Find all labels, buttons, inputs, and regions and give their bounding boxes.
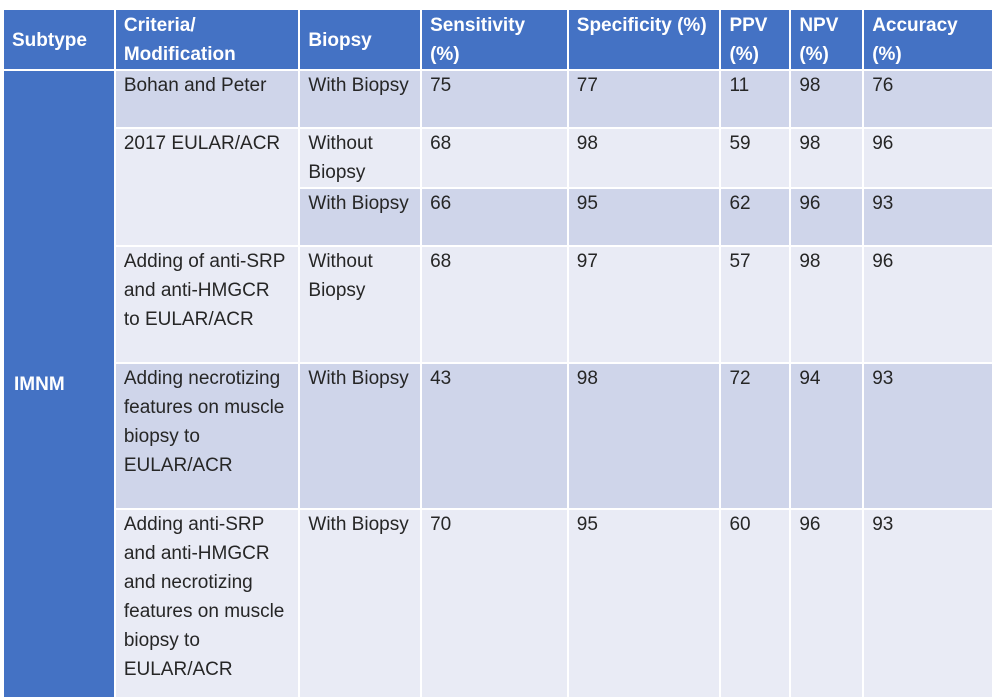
- accuracy-cell: 93: [862, 187, 994, 247]
- npv-cell: 98: [789, 69, 865, 129]
- accuracy-cell: 96: [862, 245, 994, 364]
- ppv-cell: 59: [719, 127, 792, 189]
- sensitivity-cell: 66: [420, 187, 569, 247]
- sensitivity-cell: 70: [420, 508, 569, 699]
- criteria-table: Subtype Criteria/ Modification Biopsy Se…: [2, 8, 994, 699]
- ppv-cell: 11: [719, 69, 792, 129]
- npv-cell: 98: [789, 245, 865, 364]
- ppv-cell: 60: [719, 508, 792, 699]
- header-accuracy: Accuracy (%): [862, 8, 994, 71]
- table-row: 2017 EULAR/ACR Without Biopsy 68 98 59 9…: [3, 127, 994, 247]
- table-row: Adding anti-SRP and anti-HMGCR and necro…: [3, 508, 994, 699]
- header-specificity: Specificity (%): [566, 8, 722, 71]
- table-row: With Biopsy 66 95 62 96 93: [3, 187, 994, 247]
- table-row: Adding necrotizing features on muscle bi…: [3, 362, 994, 510]
- accuracy-cell: 93: [862, 508, 994, 699]
- criteria-cell: 2017 EULAR/ACR: [113, 127, 301, 247]
- accuracy-cell: 93: [862, 362, 994, 510]
- npv-cell: 96: [789, 508, 865, 699]
- specificity-cell: 77: [566, 69, 722, 129]
- header-subtype: Subtype: [2, 8, 116, 71]
- ppv-cell: 57: [719, 245, 792, 364]
- npv-cell: 94: [789, 362, 865, 510]
- criteria-cell: Adding necrotizing features on muscle bi…: [113, 362, 301, 510]
- biopsy-cell: With Biopsy: [298, 362, 423, 510]
- npv-cell: 96: [789, 187, 865, 247]
- table-row: Adding of anti-SRP and anti-HMGCR to EUL…: [3, 245, 994, 364]
- header-biopsy: Biopsy: [298, 8, 423, 71]
- accuracy-cell: 96: [862, 127, 994, 189]
- specificity-cell: 95: [566, 187, 722, 247]
- header-npv: NPV (%): [789, 8, 865, 71]
- header-criteria: Criteria/ Modification: [113, 8, 301, 71]
- specificity-cell: 97: [566, 245, 722, 364]
- header-sensitivity: Sensitivity (%): [420, 8, 569, 71]
- sensitivity-cell: 68: [420, 245, 569, 364]
- criteria-cell: Adding anti-SRP and anti-HMGCR and necro…: [113, 508, 301, 699]
- biopsy-cell: With Biopsy: [298, 69, 423, 129]
- header-row: Subtype Criteria/ Modification Biopsy Se…: [2, 8, 994, 71]
- sensitivity-cell: 68: [420, 127, 569, 189]
- criteria-cell: Adding of anti-SRP and anti-HMGCR to EUL…: [113, 245, 301, 364]
- sensitivity-cell: 43: [420, 362, 569, 510]
- npv-cell: 98: [789, 127, 865, 189]
- criteria-cell: Bohan and Peter: [113, 69, 301, 129]
- ppv-cell: 72: [719, 362, 792, 510]
- biopsy-cell: Without Biopsy: [298, 127, 423, 189]
- biopsy-cell: With Biopsy: [298, 508, 423, 699]
- sensitivity-cell: 75: [420, 69, 569, 129]
- specificity-cell: 98: [566, 362, 722, 510]
- specificity-cell: 98: [566, 127, 722, 189]
- accuracy-cell: 76: [862, 69, 994, 129]
- header-ppv: PPV (%): [719, 8, 792, 71]
- subtype-cell: IMNM: [2, 69, 116, 699]
- table-row: IMNM Bohan and Peter With Biopsy 75 77 1…: [2, 69, 994, 699]
- specificity-cell: 95: [566, 508, 722, 699]
- biopsy-cell: Without Biopsy: [298, 245, 423, 364]
- biopsy-cell: With Biopsy: [298, 187, 423, 247]
- ppv-cell: 62: [719, 187, 792, 247]
